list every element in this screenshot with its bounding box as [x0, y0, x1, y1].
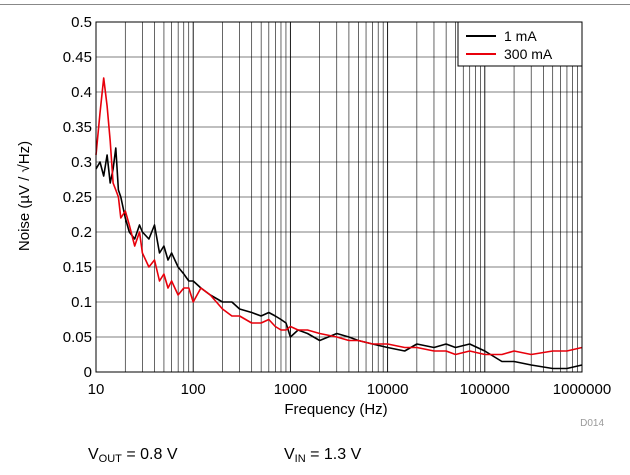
legend-box: [457, 21, 583, 67]
series-line: [95, 77, 583, 356]
x-tick-label: 100000: [460, 381, 510, 398]
vin-condition: VIN = 1.3 V: [284, 446, 361, 465]
y-tick-label: 0.45: [63, 49, 92, 66]
y-axis-label: Noise (µV / √Hz): [16, 141, 33, 251]
x-axis-label: Frequency (Hz): [284, 401, 387, 418]
legend-label: 1 mA: [504, 28, 537, 44]
vin-symbol: V: [284, 446, 295, 463]
legend-label: 300 mA: [504, 46, 553, 62]
figure-id: D014: [580, 418, 604, 429]
vin-value: = 1.3 V: [305, 446, 362, 463]
y-tick-label: 0.5: [71, 14, 92, 31]
y-tick-label: 0.05: [63, 329, 92, 346]
vout-subscript: OUT: [98, 453, 122, 465]
vin-subscript: IN: [294, 453, 306, 465]
legend: 1 mA 300 mA: [457, 21, 583, 67]
x-tick-label: 10000: [367, 381, 409, 398]
plot-frame: [95, 21, 583, 373]
y-tick-label: 0.1: [71, 294, 92, 311]
y-tick-label: 0.35: [63, 119, 92, 136]
y-tick-label: 0.4: [71, 84, 92, 101]
x-tick-label: 100: [181, 381, 206, 398]
top-rule: [0, 4, 630, 5]
y-tick-label: 0.15: [63, 259, 92, 276]
y-tick-label: 0.2: [71, 224, 92, 241]
vout-condition: VOUT = 0.8 V: [88, 446, 178, 465]
vout-value: = 0.8 V: [121, 446, 178, 463]
x-tick-label: 1000: [274, 381, 307, 398]
series-line: [95, 147, 583, 370]
y-tick-label: 0: [84, 364, 92, 381]
y-tick-label: 0.25: [63, 189, 92, 206]
y-tick-label: 0.3: [71, 154, 92, 171]
x-tick-label: 1000000: [553, 381, 611, 398]
x-tick-label: 10: [88, 381, 105, 398]
noise-chart: 10 100 1000 10000 100000 1000000 0 0.05 0.1 0.15 0…: [16, 14, 611, 429]
vout-symbol: V: [88, 446, 99, 463]
